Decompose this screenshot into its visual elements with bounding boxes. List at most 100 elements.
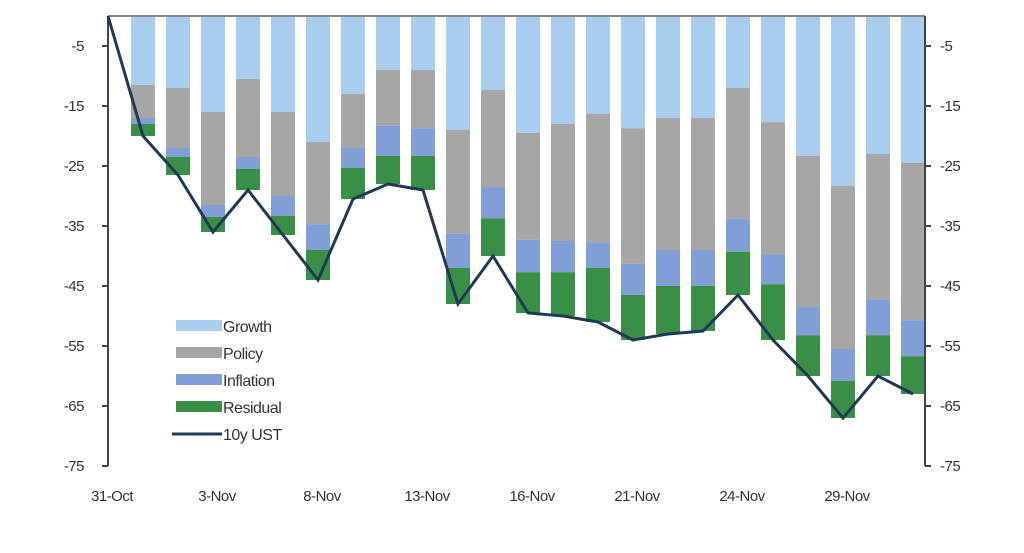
bar-inflation [586, 242, 610, 268]
bar-residual [796, 335, 820, 376]
bar-growth [761, 16, 785, 123]
y-tick-label-right: -15 [940, 98, 960, 115]
bar-inflation [691, 250, 715, 286]
bar-growth [306, 16, 330, 142]
x-tick-label: 3-Nov [198, 488, 237, 505]
bar-growth [446, 16, 470, 130]
bar-inflation [271, 196, 295, 216]
bar-inflation [516, 239, 540, 273]
legend-swatch-growth [176, 320, 222, 331]
bar-growth [481, 16, 505, 90]
bar-inflation [831, 349, 855, 381]
x-tick-label: 24-Nov [719, 488, 765, 505]
bar-policy [726, 88, 750, 219]
series-line-10y-ust [106, 15, 914, 421]
bar-growth [131, 16, 155, 85]
bar-inflation [901, 320, 925, 357]
legend-label: Policy [223, 346, 263, 363]
y-tick-label-right: -65 [940, 398, 960, 415]
bars-layer [131, 16, 925, 418]
bar-policy [796, 155, 820, 307]
legend-label: Growth [223, 319, 272, 336]
bar-policy [271, 112, 295, 196]
y-tick-label-right: -45 [940, 278, 960, 295]
bar-inflation [796, 307, 820, 336]
bar-growth [831, 16, 855, 186]
y-tick-label-right: -35 [940, 218, 960, 235]
y-tick-label-left: -5 [72, 38, 84, 55]
bar-growth [656, 16, 680, 118]
bar-policy [516, 133, 540, 240]
bar-policy [901, 163, 925, 321]
y-tick-label-left: -65 [64, 398, 84, 415]
y-tick-label-left: -35 [64, 218, 84, 235]
x-tick-label: 21-Nov [614, 488, 660, 505]
bar-policy [166, 88, 190, 148]
legend-swatch-residual [176, 401, 222, 412]
bar-inflation [726, 218, 750, 252]
x-tick-label: 29-Nov [824, 488, 870, 505]
bar-policy [306, 142, 330, 225]
bar-residual [306, 250, 330, 280]
bar-inflation [656, 250, 680, 286]
x-tick-label: 13-Nov [404, 488, 450, 505]
bar-residual [866, 335, 890, 376]
bar-growth [691, 16, 715, 118]
x-tick-label: 31-Oct [91, 488, 134, 505]
bar-policy [201, 112, 225, 205]
bar-residual [341, 167, 365, 199]
bar-policy [691, 118, 715, 250]
bar-policy [866, 154, 890, 300]
bar-residual [481, 218, 505, 256]
bar-residual [236, 169, 260, 190]
bar-growth [411, 16, 435, 70]
bar-residual [656, 286, 680, 334]
bar-residual [586, 268, 610, 322]
bar-growth [236, 16, 260, 79]
legend-label: Residual [223, 400, 281, 417]
bar-inflation [236, 157, 260, 169]
bar-inflation [761, 254, 785, 285]
bar-growth [166, 16, 190, 88]
bar-policy [341, 94, 365, 148]
legend-swatch-policy [176, 347, 222, 358]
axes-layer: -5 -15 -25 -35 -45 -55 -65 -75 -5 -15 -25 -35 -45 -55… [64, 38, 961, 505]
bar-residual [726, 251, 750, 295]
bar-growth [621, 16, 645, 129]
bar-inflation [411, 128, 435, 156]
bar-residual [271, 215, 295, 235]
y-tick-label-right: -25 [940, 158, 960, 175]
bar-inflation [131, 118, 155, 124]
legend-label: 10y UST [223, 427, 282, 444]
bar-policy [831, 185, 855, 349]
bar-residual [516, 272, 540, 313]
bar-policy [446, 130, 470, 234]
bar-growth [376, 16, 400, 70]
bar-residual [831, 380, 855, 418]
bar-inflation [201, 205, 225, 217]
bar-growth [866, 16, 890, 154]
bar-policy [621, 128, 645, 264]
bar-residual [376, 155, 400, 184]
bar-inflation [866, 299, 890, 336]
bar-growth [341, 16, 365, 94]
bar-policy [551, 124, 575, 241]
bar-inflation [166, 148, 190, 157]
bar-policy [236, 79, 260, 157]
bar-policy [761, 122, 785, 255]
bar-inflation [446, 233, 470, 268]
bar-growth [271, 16, 295, 112]
bar-inflation [621, 263, 645, 295]
x-tick-label: 16-Nov [509, 488, 555, 505]
bar-residual [621, 295, 645, 340]
bar-inflation [341, 148, 365, 168]
y-tick-label-left: -25 [64, 158, 84, 175]
bar-growth [586, 16, 610, 114]
y-tick-label-right: -55 [940, 338, 960, 355]
bar-policy [656, 118, 680, 250]
bar-inflation [376, 125, 400, 156]
y-tick-label-right: -75 [940, 458, 960, 475]
bar-residual [901, 356, 925, 394]
y-tick-label-right: -5 [940, 38, 952, 55]
bar-growth [551, 16, 575, 124]
